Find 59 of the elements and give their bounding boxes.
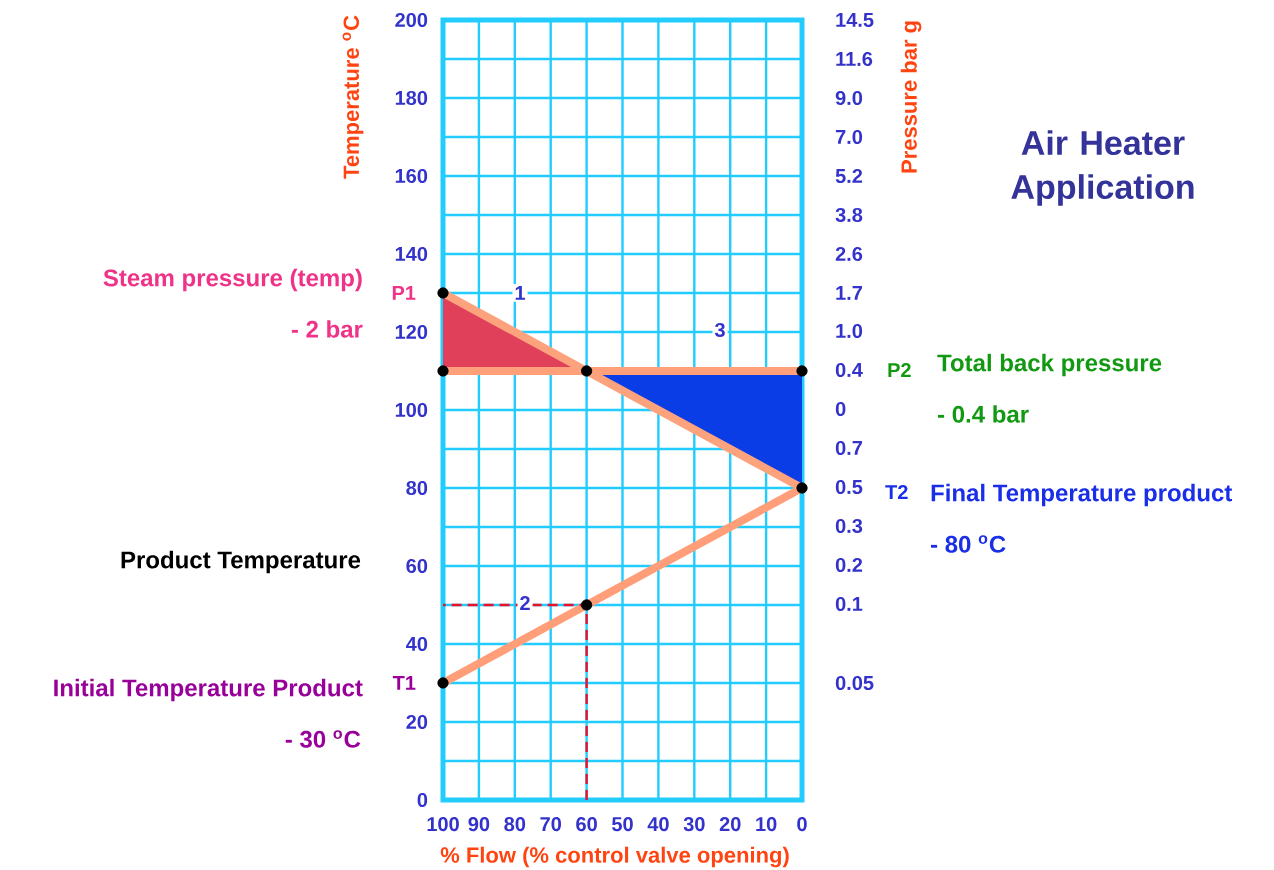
x-tick-label: 50	[612, 817, 633, 832]
x-axis-title: % Flow (% control valve opening)	[440, 846, 789, 868]
text: 0.7	[835, 440, 863, 456]
x-tick-label: 0	[797, 817, 807, 832]
text: Steam pressure (temp)	[103, 268, 362, 292]
text: 0.05	[835, 675, 874, 691]
text: 11.6	[836, 51, 873, 67]
x-tick-label: 90	[468, 817, 490, 832]
y-tick-label: 100	[395, 402, 428, 418]
text: 3.8	[835, 207, 863, 223]
annotation: 3	[714, 322, 725, 338]
text: P2	[888, 363, 911, 377]
text: 9.0	[835, 90, 863, 106]
x-tick-label: 40	[647, 817, 669, 832]
text: Total back pressure	[937, 353, 1162, 377]
text: T2	[885, 485, 908, 499]
y-tick-label: 200	[395, 12, 428, 28]
annotation: T1	[392, 676, 416, 690]
y-tick-label: 80	[406, 480, 428, 496]
text: Final Temperature product	[931, 483, 1233, 507]
x-tick-label: 10	[756, 817, 777, 832]
text: 1.0	[836, 323, 863, 339]
y-tick-label: 120	[395, 324, 428, 340]
text: 7.0	[835, 129, 863, 145]
text: Product Temperature	[121, 550, 361, 574]
y-tick-label: 40	[406, 636, 428, 652]
x-tick-label: 70	[540, 817, 562, 832]
x-tick-label: 30	[683, 817, 705, 832]
text: Initial Temperature Product	[54, 678, 363, 702]
y-tick-label: 20	[406, 714, 428, 730]
text: - 30 $^{o}$C	[285, 730, 361, 748]
text: 0	[835, 401, 846, 417]
y2-axis-title: Pressure bar g	[900, 21, 922, 173]
text: 14.5	[836, 12, 874, 27]
x-tick-label: 100	[427, 817, 459, 832]
text: 5.2	[835, 168, 863, 184]
text: 2.6	[835, 246, 863, 262]
y-tick-label: 180	[395, 90, 428, 106]
text: 0.5	[835, 479, 863, 495]
y-tick-label: 60	[406, 558, 428, 574]
text: Air Heater Application	[1011, 130, 1194, 206]
text: - 2 bar	[291, 320, 363, 338]
y-tick-label: 140	[395, 246, 428, 262]
text: 0.3	[835, 518, 863, 534]
annotation: P1	[392, 286, 416, 300]
text: 0.4	[835, 362, 863, 378]
y-axis-title: Temperature $^{o}$C	[342, 15, 364, 179]
y-tick-label: 160	[395, 168, 428, 184]
x-tick-label: 20	[719, 817, 741, 832]
text: - 0.4 bar	[938, 405, 1029, 423]
y-tick-label: 0	[417, 792, 428, 808]
annotation: 1	[515, 286, 526, 300]
x-tick-label: 60	[576, 817, 597, 832]
text: 0.1	[835, 596, 863, 612]
text: 0.2	[835, 557, 863, 573]
annotation: 2	[520, 596, 530, 610]
text: - 80 $^{o}$C	[931, 535, 1006, 553]
text: 1.7	[836, 286, 863, 300]
x-tick-label: 80	[504, 817, 526, 832]
